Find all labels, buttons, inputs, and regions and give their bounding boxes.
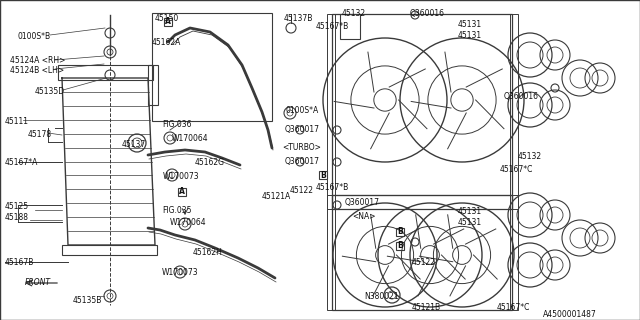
Text: W170064: W170064	[172, 134, 209, 143]
Text: Q360016: Q360016	[410, 9, 445, 18]
Bar	[152, 13, 272, 121]
Text: 45162A: 45162A	[152, 38, 181, 47]
Text: 45137B: 45137B	[284, 14, 314, 23]
Text: Q360017: Q360017	[345, 198, 380, 207]
Text: FIG.036: FIG.036	[162, 120, 191, 129]
Text: 45121B: 45121B	[412, 303, 441, 312]
Text: 45132: 45132	[518, 152, 542, 161]
Bar	[340, 14, 360, 39]
Bar	[164, 18, 172, 26]
Text: 45178: 45178	[28, 130, 52, 139]
Text: 45167*C: 45167*C	[500, 165, 533, 174]
Text: Q360017: Q360017	[285, 157, 320, 166]
Text: B: B	[320, 171, 326, 180]
Text: 45121A: 45121A	[262, 192, 291, 201]
Text: <NA>: <NA>	[352, 212, 376, 221]
Bar	[332, 14, 512, 209]
Bar	[319, 171, 327, 179]
Bar	[510, 14, 518, 209]
Text: 45131: 45131	[458, 207, 482, 216]
Text: 45167B: 45167B	[5, 258, 35, 267]
Bar	[327, 195, 335, 310]
Text: B: B	[397, 242, 403, 251]
Text: 45167*A: 45167*A	[5, 158, 38, 167]
Text: 45122: 45122	[290, 186, 314, 195]
Text: 45162G: 45162G	[195, 158, 225, 167]
Bar	[396, 242, 404, 250]
Bar	[148, 65, 158, 105]
Text: N380021: N380021	[364, 292, 399, 301]
Bar	[58, 65, 153, 80]
Bar	[327, 14, 335, 209]
Text: 45162H: 45162H	[193, 248, 223, 257]
Text: 45131: 45131	[458, 218, 482, 227]
Text: 0100S*B: 0100S*B	[18, 32, 51, 41]
Text: FRONT: FRONT	[25, 278, 51, 287]
Text: 45188: 45188	[5, 213, 29, 222]
Text: 45131: 45131	[458, 20, 482, 29]
Text: Q360016: Q360016	[504, 92, 539, 101]
Bar	[510, 195, 518, 310]
Text: A: A	[179, 188, 185, 196]
Text: 45167*B: 45167*B	[316, 22, 349, 31]
Text: 45122: 45122	[412, 258, 436, 267]
Bar	[396, 228, 404, 236]
Text: B: B	[397, 228, 403, 236]
Bar	[332, 195, 512, 310]
Text: A: A	[165, 18, 171, 27]
Text: Q360017: Q360017	[285, 125, 320, 134]
Text: 45124B <LH>: 45124B <LH>	[10, 66, 64, 75]
Bar	[62, 245, 157, 255]
Text: 0100S*A: 0100S*A	[285, 106, 318, 115]
Bar	[178, 188, 186, 196]
Text: 45111: 45111	[5, 117, 29, 126]
Text: 45150: 45150	[155, 14, 179, 23]
Text: <TURBO>: <TURBO>	[282, 143, 321, 152]
Text: W170073: W170073	[163, 172, 200, 181]
Text: 45167*C: 45167*C	[497, 303, 531, 312]
Text: 45135D: 45135D	[35, 87, 65, 96]
Text: 45135B: 45135B	[73, 296, 102, 305]
Text: 45125: 45125	[5, 202, 29, 211]
Text: 45137: 45137	[122, 140, 147, 149]
Text: 45124A <RH>: 45124A <RH>	[10, 56, 65, 65]
Text: W170073: W170073	[162, 268, 198, 277]
Text: FIG.035: FIG.035	[162, 206, 191, 215]
Text: W170064: W170064	[170, 218, 207, 227]
Text: 45131: 45131	[458, 31, 482, 40]
Text: 45132: 45132	[342, 9, 366, 18]
Text: A4500001487: A4500001487	[543, 310, 596, 319]
Text: 45167*B: 45167*B	[316, 183, 349, 192]
